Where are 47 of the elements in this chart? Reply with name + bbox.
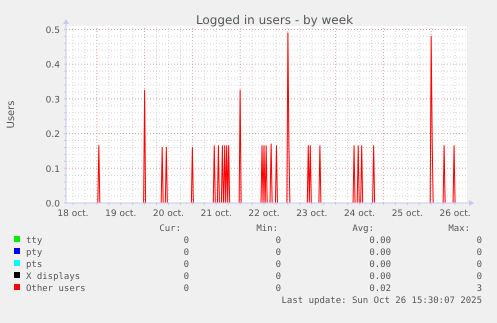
text: 0: [184, 236, 189, 246]
x-tick-label: 22 oct.: [248, 209, 280, 219]
text: 0: [276, 272, 281, 282]
y-tick-label: 0.5: [46, 26, 60, 36]
text: 0: [476, 272, 482, 282]
text: 0: [184, 260, 189, 270]
x-tick-label: 21 oct.: [200, 209, 232, 219]
y-tick-label: 0.2: [46, 130, 60, 140]
y-tick-label: 0.0: [46, 200, 60, 210]
text: 0: [184, 248, 189, 258]
chart-title: Logged in users - by week: [196, 13, 354, 27]
x-tick-label: 25 oct.: [392, 209, 423, 219]
text: 0: [276, 284, 281, 294]
x-tick-label: 19 oct.: [105, 209, 136, 219]
text: 0.00: [369, 272, 391, 282]
legend-label: Other users: [26, 284, 86, 294]
x-tick-label: 18 oct.: [57, 209, 89, 219]
legend-label: pts: [26, 260, 42, 270]
text: 3: [476, 284, 482, 294]
text: 0: [476, 260, 482, 270]
text: Max:: [448, 224, 470, 234]
text: 0.00: [369, 260, 391, 270]
x-tick-label: 20 oct.: [152, 209, 184, 219]
text: 0.02: [369, 284, 391, 294]
text: 0.00: [369, 236, 391, 246]
text: 0: [184, 272, 189, 282]
text: 0: [476, 248, 482, 258]
text: 0.00: [369, 248, 391, 258]
y-tick-label: 0.1: [46, 164, 60, 175]
x-tick-label: 23 oct.: [296, 209, 328, 219]
text: Cur:: [159, 224, 181, 234]
legend-label: X displays: [26, 272, 80, 282]
x-tick-label: 26 oct.: [439, 209, 471, 219]
text: Min:: [256, 224, 278, 234]
x-tick-label: 24 oct.: [344, 209, 376, 219]
text: 0: [184, 284, 189, 294]
y-tick-label: 0.4: [46, 60, 60, 71]
y-tick-label: 0.3: [46, 95, 60, 106]
text: Last update: Sun Oct 26 15:30:07 2025: [282, 296, 482, 306]
text: 0: [476, 236, 482, 246]
y-axis-title: Users: [6, 100, 17, 129]
text: 0: [276, 260, 281, 270]
legend-label: pty: [26, 248, 43, 258]
text: 0: [276, 248, 281, 258]
legend-label: tty: [26, 236, 43, 246]
text: 0: [276, 236, 281, 246]
text: Avg:: [352, 224, 374, 234]
